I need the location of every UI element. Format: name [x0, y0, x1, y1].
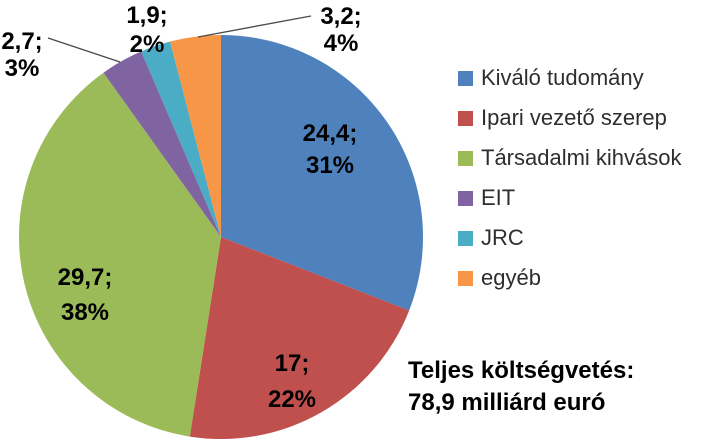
- slice-label-eit: 2,7; 3%: [1, 28, 42, 82]
- slice-label-jrc: 1,9; 2%: [126, 2, 167, 58]
- pie-slice-ipari-vezeto-szerep[interactable]: [189, 237, 410, 440]
- slice-label-tarsadalmi-kihvasok: 29,7; 38%: [58, 264, 113, 326]
- leader-line-egyeb: [197, 15, 312, 38]
- legend-item-egyeb[interactable]: egyéb: [458, 258, 682, 298]
- total-budget-line2: 78,9 milliárd euró: [408, 389, 606, 416]
- legend-swatch-jrc: [458, 230, 473, 246]
- legend-label-kivalo-tudomany: Kiváló tudomány: [481, 65, 644, 90]
- legend-item-jrc[interactable]: JRC: [458, 218, 682, 258]
- total-budget-line1: Teljes költségvetés:: [408, 357, 635, 384]
- pie-slice-eit[interactable]: [103, 51, 221, 238]
- legend-label-tarsadalmi-kihvasok: Társadalmi kihvások: [481, 145, 682, 170]
- chart-legend: Kiváló tudomány Ipari vezető szerep Társad…: [458, 58, 682, 298]
- slice-label-kivalo-tudomany: 24,4; 31%: [303, 120, 358, 179]
- legend-swatch-tarsadalmi-kihvasok: [458, 150, 473, 166]
- legend-item-kivalo-tudomany[interactable]: Kiváló tudomány: [458, 58, 682, 98]
- total-budget-annotation: Teljes költségvetés: 78,9 milliárd euró: [408, 355, 634, 419]
- pie-slice-kivalo-tudomany[interactable]: [221, 35, 423, 311]
- legend-swatch-egyeb: [458, 270, 473, 286]
- slice-label-egyeb: 3,2; 4%: [320, 3, 361, 57]
- legend-item-eit[interactable]: EIT: [458, 178, 682, 218]
- legend-swatch-eit: [458, 190, 473, 206]
- legend-label-jrc: JRC: [481, 225, 524, 250]
- legend-item-tarsadalmi-kihvasok[interactable]: Társadalmi kihvások: [458, 138, 682, 178]
- pie-slice-tarsadalmi-kihvasok[interactable]: [18, 72, 222, 437]
- legend-swatch-ipari-vezeto-szerep: [458, 110, 473, 126]
- legend-item-ipari-vezeto-szerep[interactable]: Ipari vezető szerep: [458, 98, 682, 138]
- slice-label-ipari-vezeto-szerep: 17; 22%: [268, 350, 316, 413]
- legend-label-ipari-vezeto-szerep: Ipari vezető szerep: [481, 105, 667, 130]
- pie-slice-egyeb[interactable]: [170, 35, 221, 237]
- leader-line-eit: [47, 37, 121, 63]
- pie-slice-jrc[interactable]: [141, 41, 221, 237]
- legend-label-eit: EIT: [481, 185, 516, 210]
- legend-swatch-kivalo-tudomany: [458, 70, 473, 86]
- legend-label-egyeb: egyéb: [481, 265, 541, 290]
